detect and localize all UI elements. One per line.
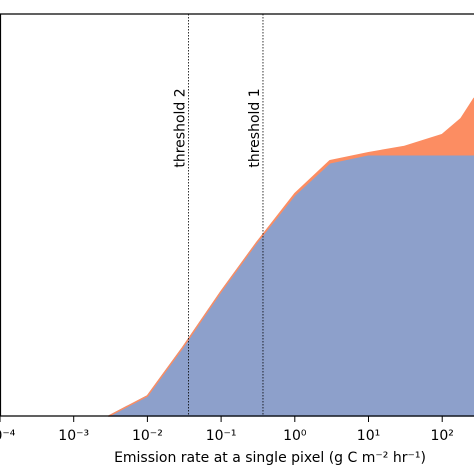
x-tick-label: 10⁻³ [58, 428, 89, 444]
x-tick-label: 10⁻¹ [206, 428, 237, 444]
x-tick-label: 10¹ [357, 428, 380, 444]
plot-area: threshold 2 threshold 1 10⁻⁴ 10⁻³ 10⁻² 10⁻¹ 10… [0, 13, 474, 444]
x-tick-label: 10⁻⁴ [0, 428, 16, 444]
x-tick-label: 10² [430, 428, 453, 444]
x-tick-label: 10⁻² [132, 428, 163, 444]
threshold-label: threshold 1 [247, 88, 263, 167]
x-tick-label: 10⁰ [283, 428, 307, 444]
area [108, 97, 474, 417]
threshold-label: threshold 2 [172, 88, 188, 167]
x-axis-label: Emission rate at a single pixel (g C m⁻²… [114, 450, 426, 466]
